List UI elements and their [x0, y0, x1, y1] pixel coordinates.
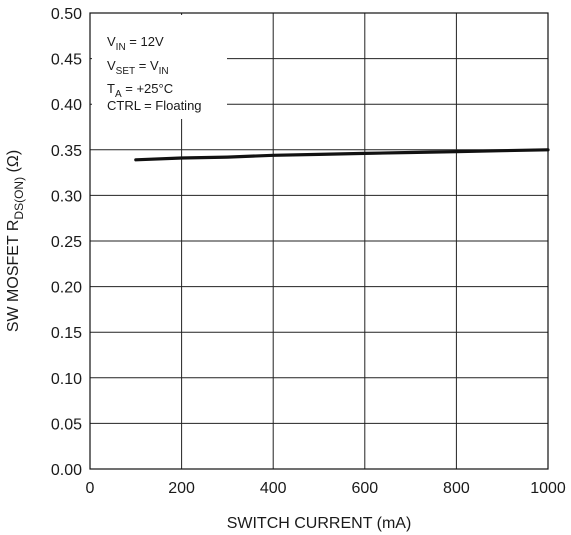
annotation-line: VSET = VIN	[107, 58, 169, 77]
x-tick-label: 400	[260, 480, 287, 497]
x-tick-label: 1000	[530, 480, 566, 497]
y-tick-label: 0.25	[51, 234, 82, 251]
annotation-line: CTRL = Floating	[107, 98, 202, 113]
x-tick-label: 200	[168, 480, 195, 497]
y-axis-title-unit: (Ω)	[5, 150, 22, 177]
x-tick-labels: 0 200 400 600 800 1000	[86, 480, 566, 497]
y-axis-title-subscript: DS(ON)	[12, 177, 26, 220]
annotation-line: VIN = 12V	[107, 34, 164, 53]
y-tick-label: 0.50	[51, 6, 82, 23]
y-tick-label: 0.00	[51, 462, 82, 479]
x-axis-title: SWITCH CURRENT (mA)	[227, 515, 412, 532]
y-tick-labels: 0.00 0.05 0.10 0.15 0.20 0.25 0.30 0.35 0.40 0.45…	[51, 6, 82, 479]
annotation-line: TA = +25°C	[107, 81, 173, 100]
y-axis-title: SW MOSFET RDS(ON) (Ω)	[5, 150, 26, 332]
y-axis-title-main: SW MOSFET R	[5, 220, 22, 333]
y-tick-label: 0.30	[51, 188, 82, 205]
y-tick-label: 0.35	[51, 143, 82, 160]
y-tick-label: 0.20	[51, 280, 82, 297]
y-tick-label: 0.05	[51, 416, 82, 433]
x-tick-label: 0	[86, 480, 95, 497]
series-layer	[134, 148, 550, 162]
y-tick-label: 0.15	[51, 325, 82, 342]
plot-frame	[89, 12, 549, 470]
y-tick-label: 0.45	[51, 52, 82, 69]
annotation-background	[92, 15, 227, 119]
y-tick-label: 0.10	[51, 371, 82, 388]
x-tick-label: 800	[443, 480, 470, 497]
x-tick-label: 600	[351, 480, 378, 497]
series-line	[134, 148, 550, 162]
y-tick-label: 0.40	[51, 97, 82, 114]
